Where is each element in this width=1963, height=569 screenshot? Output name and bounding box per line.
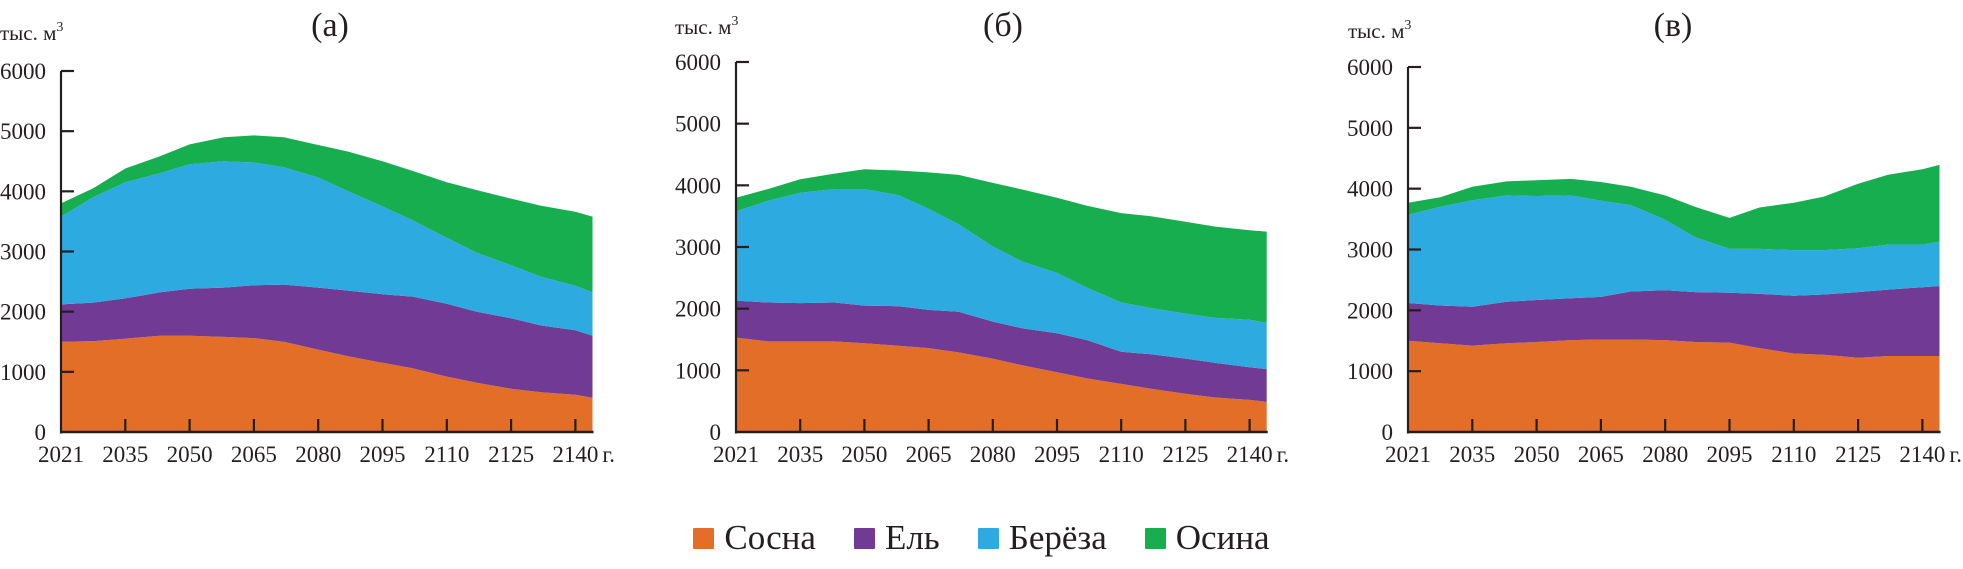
y-tick-label: 0 [35, 420, 47, 445]
y-tick-label: 2000 [1347, 298, 1393, 323]
panel-title-v: (в) [1654, 7, 1693, 44]
y-tick-label: 4000 [1347, 177, 1393, 202]
chart-panel-b: (б) тыс. м3 0 1000 2000 3000 4000 5000 6000 202… [675, 7, 1289, 467]
x-tick-label: 2125 [488, 442, 534, 467]
legend-item-osina: Осина [1144, 518, 1270, 558]
x-tick-label: 2035 [102, 442, 148, 467]
y-unit-label-v: тыс. м3 [1348, 18, 1411, 43]
area-bereza [1408, 195, 1940, 307]
x-tick-label: 2065 [906, 442, 952, 467]
y-tick-label: 1000 [1347, 359, 1393, 384]
x-tick-label: 2140 [552, 442, 598, 467]
x-tick-label: 2125 [1835, 442, 1881, 467]
legend-label: Берёза [1008, 518, 1107, 557]
x-unit-suffix: г. [1277, 442, 1290, 467]
area-sosna [736, 337, 1267, 432]
y-tick-label: 3000 [1347, 238, 1393, 263]
x-tick-label: 2050 [167, 442, 213, 467]
area-osina [1408, 164, 1940, 251]
area-el [736, 300, 1267, 402]
chart-panel-v: (в) тыс. м3 0 1000 2000 3000 4000 5000 6000 202… [1347, 7, 1962, 467]
y-tick-label: 2000 [675, 297, 721, 322]
y-tick-label: 0 [710, 420, 722, 445]
x-tick-label: 2140 [1899, 442, 1945, 467]
legend: Сосна Ель Берёза Осина [0, 518, 1963, 558]
y-unit-label-a: тыс. м3 [0, 20, 63, 45]
panel-title-b: (б) [983, 7, 1023, 44]
y-unit-superscript: 3 [731, 14, 738, 29]
y-unit-text: тыс. м [0, 21, 56, 45]
y-tick-label: 5000 [1347, 116, 1393, 141]
legend-swatch [693, 527, 715, 549]
stacked-areas [61, 135, 593, 432]
legend-label: Ель [884, 518, 940, 557]
x-unit-suffix: г. [1949, 442, 1962, 467]
x-tick-label: 2021 [713, 442, 759, 467]
x-tick-label: 2050 [841, 442, 887, 467]
x-tick-label: 2065 [231, 442, 277, 467]
x-tick-label: 2065 [1578, 442, 1624, 467]
x-tick-label: 2110 [1771, 442, 1816, 467]
area-bereza [61, 161, 593, 336]
legend-label: Сосна [724, 518, 816, 557]
legend-item-bereza: Берёза [977, 518, 1107, 558]
area-sosna [61, 335, 593, 432]
x-tick-label: 2110 [424, 442, 469, 467]
x-tick-label: 2110 [1099, 442, 1144, 467]
area-bereza [736, 189, 1267, 370]
y-unit-superscript: 3 [1404, 18, 1411, 33]
stacked-areas [736, 169, 1267, 432]
legend-item-sosna: Сосна [693, 518, 816, 558]
y-tick-label: 4000 [675, 173, 721, 198]
x-tick-label: 2095 [1707, 442, 1753, 467]
y-unit-text: тыс. м [675, 15, 731, 39]
y-tick-label: 6000 [0, 59, 46, 84]
y-tick-label: 3000 [0, 240, 46, 265]
y-tick-label: 6000 [1347, 55, 1393, 80]
x-tick-label: 2095 [360, 442, 406, 467]
area-osina [61, 135, 593, 293]
y-tick-label: 6000 [675, 50, 721, 75]
y-tick-label: 0 [1382, 420, 1394, 445]
x-tick-label: 2021 [38, 442, 84, 467]
y-tick-label: 1000 [0, 360, 46, 385]
panel-title-a: (а) [311, 7, 349, 44]
x-tick-label: 2080 [1642, 442, 1688, 467]
y-tick-label: 1000 [675, 358, 721, 383]
y-tick-label: 2000 [0, 300, 46, 325]
legend-swatch [853, 527, 875, 549]
x-tick-label: 2080 [295, 442, 341, 467]
y-tick-label: 5000 [675, 112, 721, 137]
y-unit-text: тыс. м [1348, 19, 1404, 43]
y-tick-label: 5000 [0, 119, 46, 144]
x-unit-suffix: г. [602, 442, 615, 467]
x-tick-label: 2140 [1227, 442, 1273, 467]
area-osina [736, 169, 1267, 323]
x-tick-label: 2050 [1514, 442, 1560, 467]
legend-swatch [977, 527, 999, 549]
area-el [1408, 286, 1940, 358]
x-tick-label: 2035 [1449, 442, 1495, 467]
legend-swatch [1144, 527, 1166, 549]
stacked-areas [1408, 164, 1940, 432]
x-tick-label: 2095 [1034, 442, 1080, 467]
legend-item-el: Ель [853, 518, 940, 558]
y-unit-superscript: 3 [56, 20, 63, 35]
x-tick-label: 2021 [1385, 442, 1431, 467]
y-tick-label: 4000 [0, 179, 46, 204]
area-sosna [1408, 339, 1940, 432]
y-tick-label: 3000 [675, 235, 721, 260]
area-el [61, 284, 593, 398]
x-tick-label: 2080 [970, 442, 1016, 467]
x-tick-label: 2125 [1162, 442, 1208, 467]
x-tick-label: 2035 [777, 442, 823, 467]
legend-label: Осина [1175, 518, 1270, 557]
y-unit-label-b: тыс. м3 [675, 14, 738, 39]
chart-panel-a: (а) тыс. м3 0 1000 2000 3000 4000 5000 6000 202… [0, 7, 615, 467]
